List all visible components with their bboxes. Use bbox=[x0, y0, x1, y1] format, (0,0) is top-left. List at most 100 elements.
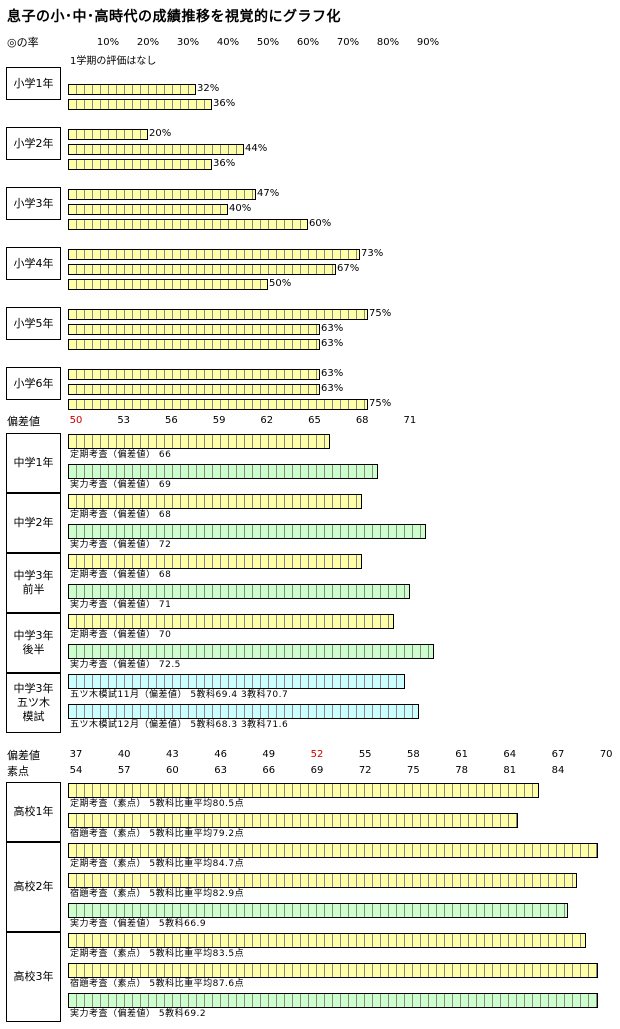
x-tick-label: 58 bbox=[407, 749, 420, 760]
bar bbox=[68, 783, 539, 798]
bar bbox=[68, 993, 598, 1008]
bar-caption: 五ツ木模試11月（偏差値） 5教科69.4 3教科70.7 bbox=[70, 690, 289, 700]
x-tick-label: 52 bbox=[310, 749, 324, 760]
group-label-box: 中学2年 bbox=[6, 493, 61, 553]
group-label-line: 模試 bbox=[22, 710, 45, 723]
bar-caption: 定期考査（偏差値） 68 bbox=[70, 570, 172, 580]
x-tick-label: 68 bbox=[355, 415, 369, 426]
bar-caption: 実力考査（偏差値） 69 bbox=[70, 480, 172, 490]
x-tick-label: 84 bbox=[551, 765, 565, 776]
x-tick-label: 37 bbox=[69, 749, 83, 760]
page-title: 息子の小･中･高時代の成績推移を視覚的にグラフ化 bbox=[7, 9, 341, 25]
data-label: 44% bbox=[245, 143, 268, 154]
bar-caption: 実力考査（偏差値） 71 bbox=[70, 600, 172, 610]
x-tick-label: 75 bbox=[407, 765, 420, 776]
x-tick-label: 78 bbox=[455, 765, 468, 776]
bar-caption: 宿題考査（素点） 5教科比重平均82.9点 bbox=[70, 889, 245, 899]
bar-caption: 定期考査（偏差値） 68 bbox=[70, 510, 172, 520]
bar-caption: 実力考査（偏差値） 72.5 bbox=[70, 660, 181, 670]
bar-caption: 宿題考査（素点） 5教科比重平均79.2点 bbox=[70, 829, 245, 839]
data-label: 36% bbox=[213, 158, 236, 169]
x-tick-label: 81 bbox=[503, 765, 517, 776]
x-tick-label: 60 bbox=[166, 765, 179, 776]
group-label-line: 中学2年 bbox=[13, 516, 54, 529]
x-tick-label: 80% bbox=[376, 37, 400, 48]
group-label-box: 高校3年 bbox=[6, 932, 61, 1022]
data-label: 47% bbox=[257, 188, 280, 199]
group-label-box: 小学5年 bbox=[6, 307, 61, 340]
x-tick-label: 10% bbox=[96, 37, 120, 48]
bar bbox=[68, 189, 256, 200]
bar bbox=[68, 129, 148, 140]
group-label-box: 小学6年 bbox=[6, 367, 61, 400]
bar bbox=[68, 434, 331, 449]
bar bbox=[68, 219, 308, 230]
x-tick-label: 64 bbox=[503, 749, 517, 760]
x-tick-label: 90% bbox=[416, 37, 440, 48]
x-tick-label: 70 bbox=[599, 749, 613, 760]
x-tick-label: 56 bbox=[165, 415, 178, 426]
axis-header-label: ◎の率 bbox=[7, 36, 39, 49]
group-label-box: 中学3年 前半 bbox=[6, 553, 61, 613]
bar bbox=[68, 384, 320, 395]
bar bbox=[68, 644, 434, 659]
bar bbox=[68, 843, 598, 858]
bar bbox=[68, 464, 379, 479]
bar-caption: 定期考査（素点） 5教科比重平均83.5点 bbox=[70, 949, 245, 959]
bar-caption: 五ツ木模試12月（偏差値） 5教科68.3 3教科71.6 bbox=[70, 720, 289, 730]
x-tick-label: 60% bbox=[296, 37, 320, 48]
x-tick-label: 72 bbox=[358, 765, 372, 776]
bar bbox=[68, 494, 363, 509]
x-tick-label: 20% bbox=[136, 37, 160, 48]
group-label-box: 中学3年 五ツ木 模試 bbox=[6, 673, 61, 733]
bar bbox=[68, 144, 244, 155]
bar bbox=[68, 614, 394, 629]
x-tick-label: 40% bbox=[216, 37, 240, 48]
group-label-box: 中学1年 bbox=[6, 433, 61, 493]
data-label: 73% bbox=[361, 248, 384, 259]
data-label: 75% bbox=[369, 398, 392, 409]
group-label-line: 後半 bbox=[22, 643, 45, 656]
group-label-box: 小学4年 bbox=[6, 247, 61, 280]
bar bbox=[68, 264, 336, 275]
bar bbox=[68, 963, 598, 978]
bar bbox=[68, 674, 406, 689]
x-tick-label: 46 bbox=[214, 749, 227, 760]
data-label: 36% bbox=[213, 98, 236, 109]
x-tick-label: 49 bbox=[262, 749, 276, 760]
bar bbox=[68, 873, 577, 888]
data-label: 75% bbox=[369, 308, 392, 319]
data-label: 63% bbox=[321, 383, 344, 394]
bar bbox=[68, 309, 368, 320]
group-label-line: 中学3年 bbox=[13, 629, 54, 642]
x-tick-label: 65 bbox=[308, 415, 321, 426]
data-label: 63% bbox=[321, 368, 344, 379]
group-label-box: 中学3年 後半 bbox=[6, 613, 61, 673]
bar bbox=[68, 249, 360, 260]
bar-caption: 定期考査（素点） 5教科比重平均80.5点 bbox=[70, 799, 245, 809]
bar-caption: 実力考査（偏差値） 72 bbox=[70, 540, 172, 550]
data-label: 50% bbox=[269, 278, 292, 289]
bar bbox=[68, 399, 368, 410]
x-tick-label: 30% bbox=[176, 37, 200, 48]
x-tick-label: 62 bbox=[260, 415, 274, 426]
x-tick-label: 66 bbox=[262, 765, 276, 776]
group-label-line: 中学3年 bbox=[13, 682, 54, 695]
group-label-line: 五ツ木 bbox=[17, 696, 50, 709]
data-label: 20% bbox=[149, 128, 172, 139]
bar bbox=[68, 339, 320, 350]
group-label-box: 小学3年 bbox=[6, 187, 61, 220]
bar-caption: 宿題考査（素点） 5教科比重平均87.6点 bbox=[70, 979, 245, 989]
group-label-box: 小学2年 bbox=[6, 127, 61, 160]
x-tick-label: 40 bbox=[117, 749, 131, 760]
bar-caption: 実力考査（偏差値） 5教科66.9 bbox=[70, 919, 207, 929]
data-label: 63% bbox=[321, 338, 344, 349]
bar-caption: 定期考査（素点） 5教科比重平均84.7点 bbox=[70, 859, 245, 869]
group-label-line: 中学3年 bbox=[13, 569, 54, 582]
axis-header-label: 素点 bbox=[7, 765, 29, 778]
group-label-box: 高校2年 bbox=[6, 842, 61, 932]
group-label-box: 小学1年 bbox=[6, 67, 61, 100]
x-tick-label: 53 bbox=[117, 415, 131, 426]
bar bbox=[68, 204, 228, 215]
x-tick-label: 59 bbox=[212, 415, 226, 426]
